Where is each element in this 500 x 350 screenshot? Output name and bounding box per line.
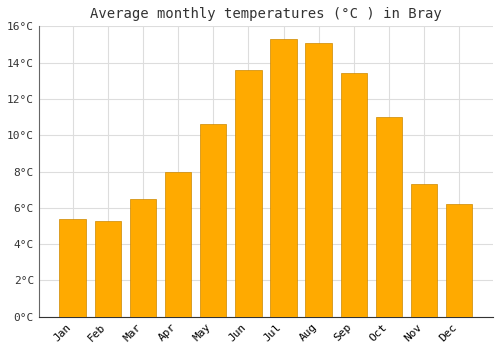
Bar	[165, 172, 191, 317]
Bar	[200, 124, 226, 317]
Bar	[411, 184, 438, 317]
Bar	[340, 74, 367, 317]
Bar	[94, 220, 121, 317]
Bar	[130, 199, 156, 317]
Bar	[306, 43, 332, 317]
Title: Average monthly temperatures (°C ) in Bray: Average monthly temperatures (°C ) in Br…	[90, 7, 442, 21]
Bar	[235, 70, 262, 317]
Bar	[270, 39, 296, 317]
Bar	[60, 219, 86, 317]
Bar	[446, 204, 472, 317]
Bar	[376, 117, 402, 317]
